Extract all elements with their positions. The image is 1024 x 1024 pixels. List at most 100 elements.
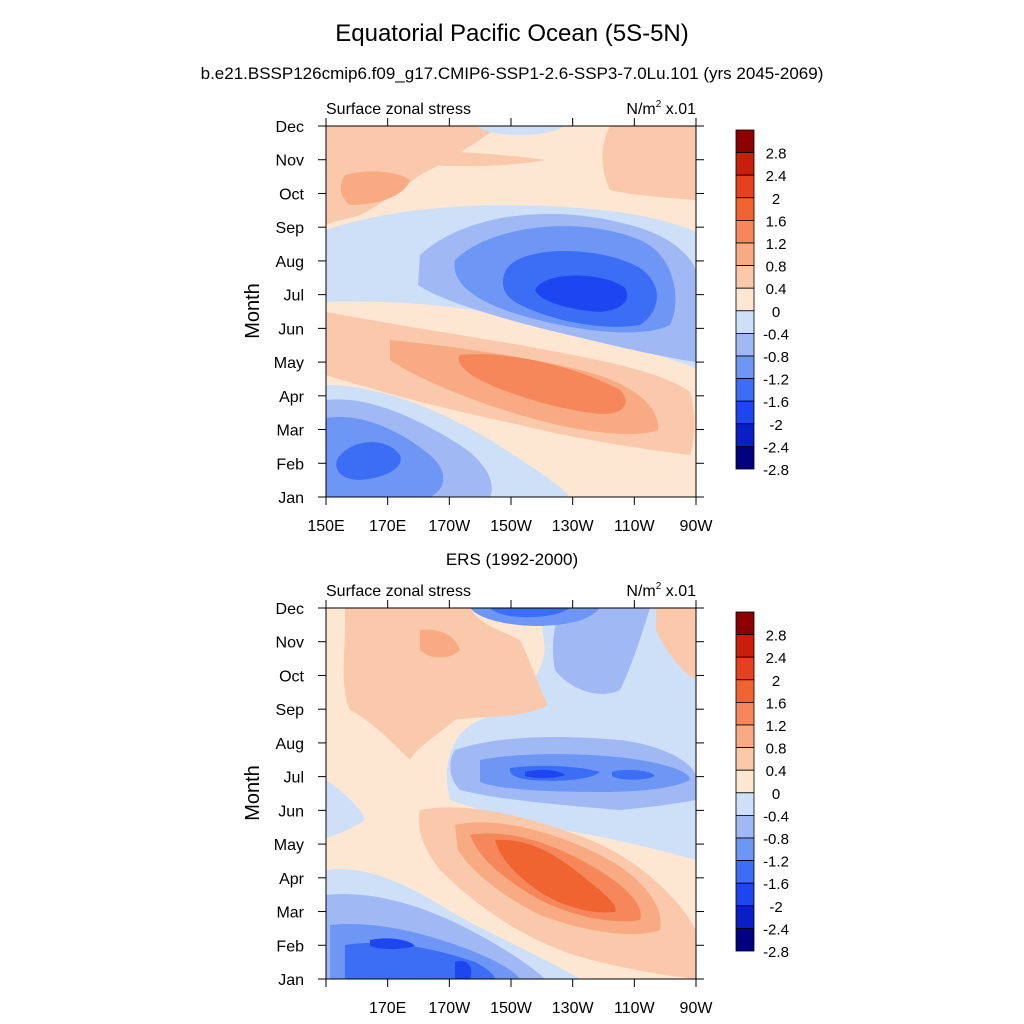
heatmap-panel-model: Jan Feb Mar Apr May Jun Jul Aug Sep Oct Nov Dec 150E… <box>242 99 789 535</box>
colorbar-swatch <box>735 332 755 357</box>
contour-fill-negative-16 <box>525 769 565 779</box>
colorbar-label: 0.4 <box>766 281 787 298</box>
colorbar-swatch <box>735 129 755 154</box>
colorbar-label: 0.8 <box>766 741 787 758</box>
x-tick-label: 170W <box>428 1000 471 1017</box>
colorbar-label: 2 <box>772 191 780 208</box>
colorbar-swatch <box>735 656 755 681</box>
contour-fill-positive-04-upper <box>343 608 548 760</box>
colorbar-label: 1.2 <box>766 236 787 253</box>
y-tick-label: Jan <box>278 972 304 989</box>
contour-fill-positive-16 <box>495 839 616 913</box>
colorbar-label: 2 <box>772 673 780 690</box>
contour-fill-positive-08-upper <box>420 629 460 658</box>
y-tick-label: Sep <box>276 702 305 719</box>
y-tick-label: Apr <box>279 871 305 888</box>
y-tick-label: Sep <box>276 220 305 237</box>
colorbar-label: -0.8 <box>763 831 789 848</box>
chart-subtitle: b.e21.BSSP126cmip6.f09_g17.CMIP6-SSP1-2.… <box>200 64 824 83</box>
colorbar-swatch <box>735 197 755 221</box>
y-tick-label: Mar <box>276 423 304 440</box>
colorbar-swatch <box>735 792 755 816</box>
y-axis-label: Month <box>242 765 264 821</box>
y-tick-label: Oct <box>279 186 304 203</box>
colorbar-swatch <box>735 355 755 380</box>
colorbar-label: -1.6 <box>763 876 789 893</box>
colorbar-swatch <box>735 837 755 862</box>
colorbar-swatch <box>735 174 755 199</box>
colorbar-label: -1.6 <box>763 394 789 411</box>
colorbar-label: -1.2 <box>763 372 789 389</box>
contour-fill-negative-12-b <box>612 769 655 780</box>
x-tick-label: 170E <box>369 1000 406 1017</box>
colorbar-label: 2.8 <box>766 146 787 163</box>
heatmap-panel-observations: Jan Feb Mar Apr May Jun Jul Aug Sep Oct Nov Dec 170E… <box>242 581 789 1017</box>
y-tick-label: Nov <box>276 635 304 652</box>
colorbar-label: 0 <box>772 786 780 803</box>
colorbar-swatch <box>735 882 755 907</box>
colorbar-swatch <box>735 400 755 425</box>
panel-left-label: Surface zonal stress <box>326 101 471 118</box>
colorbar-swatch <box>735 860 755 884</box>
colorbar-label: -1.2 <box>763 854 789 871</box>
contour-field <box>326 126 696 497</box>
colorbar-swatch <box>735 242 755 267</box>
x-tick-label: 110W <box>614 1000 656 1017</box>
colorbar-label: -2 <box>769 417 782 434</box>
x-tick-label: 130W <box>552 518 595 535</box>
panel-right-label: N/m2 x.01 <box>626 581 696 600</box>
y-axis-label: Month <box>242 283 264 339</box>
colorbar-label: -2.8 <box>763 462 789 479</box>
y-tick-label: Mar <box>276 905 304 922</box>
y-tick-label: Jun <box>278 803 304 820</box>
panel-title-observations: ERS (1992-2000) <box>446 550 578 569</box>
colorbar-label: -0.4 <box>763 326 789 343</box>
contour-fill-positive-12 <box>458 354 626 415</box>
colorbar-label: 1.6 <box>766 695 787 712</box>
x-tick-label: 170W <box>428 518 471 535</box>
contour-fill-positive-04-right <box>656 608 696 680</box>
colorbar-swatch <box>735 152 755 176</box>
contour-fill-positive-04-ridge <box>420 150 545 167</box>
colorbar-label: 2.8 <box>766 628 787 645</box>
y-tick-label: Aug <box>276 736 304 753</box>
chart-title: Equatorial Pacific Ocean (5S-5N) <box>335 20 689 47</box>
colorbar-swatch <box>735 219 755 244</box>
colorbar-label: 1.6 <box>766 213 787 230</box>
colorbar-swatch <box>735 310 755 334</box>
colorbar-swatch <box>735 423 755 447</box>
y-tick-label: May <box>274 355 304 372</box>
y-tick-label: Jul <box>284 288 304 305</box>
contour-fill-negative-weak-top <box>475 126 565 135</box>
colorbar-label: -2 <box>769 899 782 916</box>
contour-fill-negative-16-lower <box>370 938 415 949</box>
contour-fill-negative-16 <box>535 275 628 312</box>
y-tick-label: Dec <box>276 119 304 136</box>
y-tick-label: Oct <box>279 668 304 685</box>
colorbar-swatch <box>735 611 755 636</box>
colorbar-label: -2.4 <box>763 921 789 938</box>
y-tick-label: Jul <box>284 770 304 787</box>
colorbar-label: 2.4 <box>766 168 787 185</box>
colorbar-swatch <box>735 679 755 703</box>
colorbar-label: -2.4 <box>763 439 789 456</box>
y-tick-label: Feb <box>276 456 304 473</box>
x-tick-label: 90W <box>680 518 714 535</box>
contour-fill-negative-04 <box>552 608 650 694</box>
colorbar: 2.8 2.4 2 1.6 1.2 0.8 0.4 0 -0.4 -0.8 -1.2 -1.6 -2 -2… <box>735 611 789 961</box>
colorbar-swatch <box>735 928 755 952</box>
contour-fill-positive-04-upper-right <box>602 126 696 200</box>
colorbar-swatch <box>735 747 755 771</box>
contour-fill-negative-weak-left <box>326 780 365 838</box>
colorbar-label: -0.4 <box>763 808 789 825</box>
colorbar-label: 0.8 <box>766 259 787 276</box>
contour-fill-negative-12-lower <box>336 442 401 480</box>
x-tick-label: 170E <box>369 518 406 535</box>
panel-left-label: Surface zonal stress <box>326 583 471 600</box>
colorbar-swatch <box>735 287 755 312</box>
contour-fill-positive-08-upper <box>340 171 410 205</box>
x-tick-label: 150W <box>490 1000 533 1017</box>
x-tick-label: 90W <box>680 1000 714 1017</box>
colorbar-swatch <box>735 905 755 929</box>
